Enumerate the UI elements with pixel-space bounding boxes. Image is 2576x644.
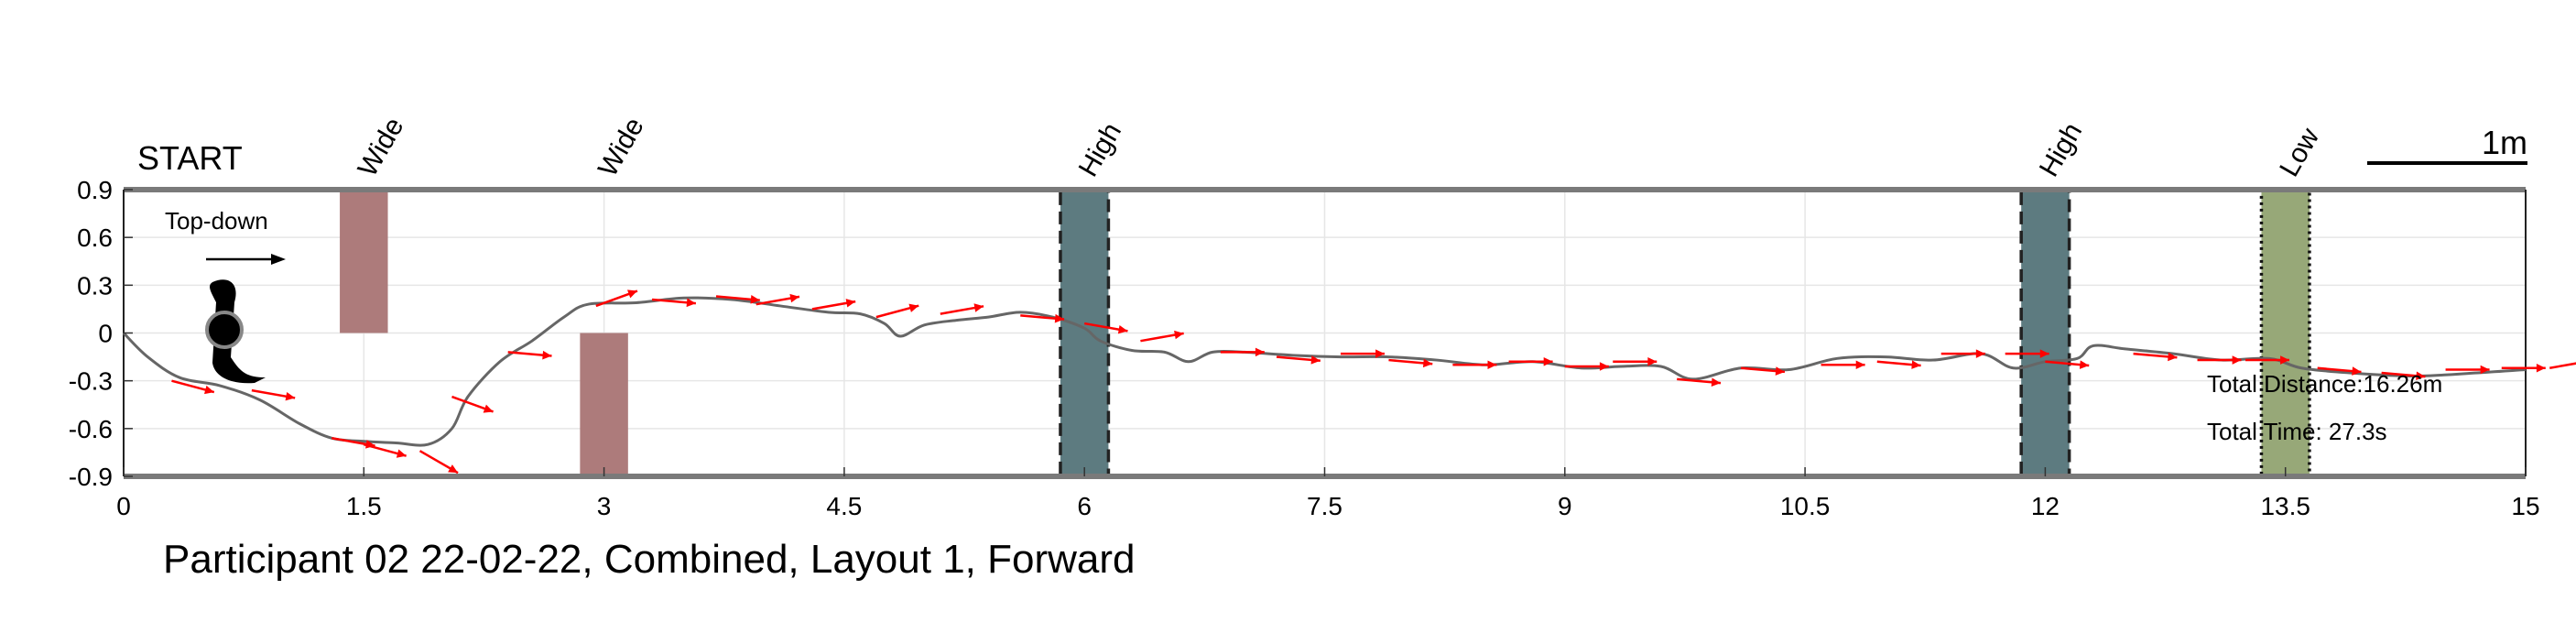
grid	[123, 189, 2527, 477]
heading-arrow	[1876, 360, 1921, 369]
total-distance: Total Distance:16.26m	[2207, 370, 2442, 398]
heading-arrow	[251, 388, 296, 401]
chart-title: Participant 02 22-02-22, Combined, Layou…	[163, 537, 1135, 582]
stats: Total Distance:16.26m Total Time: 27.3s	[2207, 370, 2442, 445]
x-tick-label: 4.5	[826, 492, 862, 520]
obstacle-label: Wide	[353, 113, 410, 182]
x-tick-label: 0	[116, 492, 131, 520]
obstacle-high	[1059, 188, 1111, 478]
y-axis: 0.9 0.6 0.3 0 -0.3 -0.6 -0.9	[69, 176, 133, 491]
y-tick-label: 0.9	[77, 176, 113, 204]
scale-bar: 1m	[2367, 124, 2527, 165]
heading-arrow	[1613, 357, 1658, 366]
direction-arrow-icon	[271, 254, 286, 265]
obstacle-label: Low	[2274, 123, 2325, 181]
heading-arrow	[1388, 358, 1433, 368]
inset-label: Top-down	[165, 207, 268, 235]
y-tick-label: 0	[98, 320, 113, 348]
heading-arrow	[2197, 355, 2242, 365]
x-tick-label: 15	[2511, 492, 2539, 520]
heading-arrow	[507, 350, 552, 360]
heading-arrow	[2244, 355, 2289, 365]
heading-arrow	[2549, 362, 2576, 369]
heading-arrow	[811, 299, 856, 311]
y-tick-label: -0.9	[69, 463, 113, 491]
obstacle-label: Wide	[592, 113, 650, 182]
heading-arrow	[2381, 371, 2426, 381]
obstacle-low	[2259, 188, 2311, 478]
heading-arrow	[171, 379, 215, 395]
heading-arrow	[2133, 352, 2178, 362]
y-tick-label: -0.6	[69, 415, 113, 443]
total-time: Total Time: 27.3s	[2207, 418, 2387, 445]
y-tick-label: 0.3	[77, 271, 113, 300]
heading-arrow	[1020, 313, 1065, 323]
heading-arrow	[755, 293, 800, 306]
heading-arrow	[1564, 362, 1609, 371]
heading-arrow	[715, 295, 760, 304]
top-down-inset: Top-down	[165, 207, 286, 384]
x-tick-label: 6	[1077, 492, 1092, 520]
heading-arrow	[418, 450, 459, 475]
obstacle-wide	[340, 190, 388, 333]
heading-arrow	[1677, 377, 1722, 387]
wheelchair-wheel-icon	[205, 311, 244, 349]
heading-arrow	[1140, 330, 1184, 343]
path-layer	[122, 296, 2527, 447]
heading-arrow	[1741, 366, 1786, 376]
heading-arrow	[2445, 365, 2490, 375]
y-tick-label: -0.3	[69, 367, 113, 396]
heading-arrow	[940, 303, 984, 315]
heading-arrow	[2501, 363, 2546, 373]
heading-arrow	[1340, 349, 1385, 358]
x-tick-label: 10.5	[1780, 492, 1831, 520]
scale-label: 1m	[2482, 124, 2527, 161]
heading-arrow	[1220, 347, 1265, 357]
trajectory-path	[122, 296, 2527, 447]
x-axis: 0 1.5 3 4.5 6 7.5 9 10.5 12 13.5 15	[116, 467, 2540, 520]
heading-arrow	[2317, 366, 2362, 376]
obstacle-label: High	[1073, 118, 1127, 182]
obstacle-label: High	[2034, 118, 2088, 182]
heading-arrow	[451, 395, 495, 413]
heading-arrow	[2005, 349, 2049, 358]
heading-arrow	[363, 443, 407, 458]
obstacle-wide	[580, 333, 628, 476]
heading-arrow	[595, 289, 638, 308]
x-tick-label: 3	[597, 492, 612, 520]
obstacle-labels: Wide Wide High High Low	[353, 113, 2326, 182]
heading-arrow	[1821, 360, 1865, 370]
heading-arrow	[1083, 322, 1128, 334]
arrow-layer	[171, 289, 2576, 475]
heading-arrow	[2045, 360, 2090, 369]
start-label: START	[137, 139, 243, 177]
heading-arrow	[875, 303, 919, 319]
x-tick-label: 7.5	[1307, 492, 1342, 520]
x-tick-label: 1.5	[346, 492, 382, 520]
x-tick-label: 13.5	[2260, 492, 2310, 520]
x-tick-label: 12	[2031, 492, 2060, 520]
heading-arrow	[1940, 349, 1985, 358]
heading-arrow	[1452, 360, 1497, 370]
wheelchair-body-icon	[210, 279, 266, 384]
y-tick-label: 0.6	[77, 224, 113, 252]
heading-arrow	[1276, 355, 1321, 365]
x-tick-label: 9	[1558, 492, 1572, 520]
heading-arrow	[651, 298, 696, 308]
heading-arrow	[1508, 357, 1553, 366]
obstacle-high	[2019, 188, 2071, 478]
